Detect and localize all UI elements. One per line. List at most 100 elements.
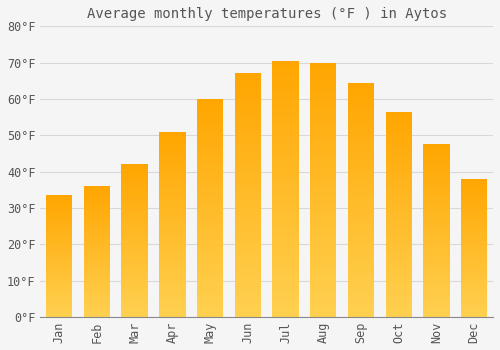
Bar [84,187,110,189]
Bar [461,187,487,188]
Bar [84,240,110,241]
Bar [197,221,224,223]
Bar [84,207,110,208]
Bar [424,253,450,255]
Bar [386,296,412,298]
Bar [348,106,374,108]
Bar [46,271,72,272]
Bar [159,187,186,189]
Bar [122,251,148,253]
Bar [272,289,299,291]
Bar [234,241,261,244]
Bar [424,308,450,310]
Bar [272,219,299,222]
Bar [310,228,336,230]
Bar [348,150,374,153]
Bar [348,174,374,176]
Bar [197,160,224,162]
Bar [272,155,299,158]
Bar [348,92,374,94]
Bar [46,307,72,308]
Bar [461,244,487,245]
Bar [46,233,72,234]
Bar [84,201,110,202]
Bar [159,141,186,143]
Bar [424,163,450,165]
Bar [46,261,72,262]
Bar [461,304,487,306]
Bar [461,295,487,296]
Bar [234,275,261,278]
Bar [159,191,186,193]
Bar [197,304,224,306]
Bar [46,294,72,295]
Bar [197,269,224,271]
Bar [461,202,487,204]
Bar [234,110,261,112]
Bar [461,275,487,277]
Bar [122,236,148,238]
Bar [424,279,450,281]
Bar [84,288,110,289]
Bar [272,158,299,161]
Bar [46,243,72,244]
Bar [348,300,374,303]
Bar [272,135,299,138]
Bar [310,177,336,180]
Bar [159,315,186,317]
Bar [159,133,186,135]
Bar [310,230,336,233]
Bar [348,204,374,207]
Bar [197,286,224,288]
Bar [424,170,450,172]
Bar [386,243,412,245]
Bar [197,232,224,234]
Bar [84,219,110,220]
Bar [310,91,336,93]
Bar [424,229,450,231]
Bar [272,209,299,212]
Bar [272,112,299,114]
Bar [424,174,450,175]
Bar [424,231,450,232]
Bar [272,296,299,299]
Bar [84,202,110,203]
Bar [197,258,224,260]
Bar [272,212,299,215]
Bar [46,195,72,196]
Bar [348,225,374,228]
Bar [272,253,299,256]
Bar [122,178,148,180]
Bar [197,99,224,101]
Bar [348,141,374,144]
Bar [310,264,336,266]
Bar [272,140,299,143]
Bar [348,214,374,216]
Bar [272,117,299,120]
Bar [197,275,224,278]
Bar [461,226,487,227]
Bar [159,239,186,241]
Bar [159,245,186,246]
Bar [461,284,487,285]
Bar [348,303,374,305]
Bar [386,130,412,132]
Bar [46,270,72,271]
Bar [122,240,148,242]
Bar [234,212,261,215]
Bar [122,218,148,219]
Bar [122,314,148,315]
Bar [46,257,72,258]
Bar [348,275,374,277]
Bar [310,96,336,98]
Bar [310,93,336,96]
Bar [159,235,186,237]
Bar [310,70,336,73]
Bar [461,227,487,229]
Bar [122,304,148,306]
Bar [461,248,487,249]
Bar [310,246,336,248]
Bar [461,315,487,317]
Bar [197,217,224,219]
Bar [84,216,110,217]
